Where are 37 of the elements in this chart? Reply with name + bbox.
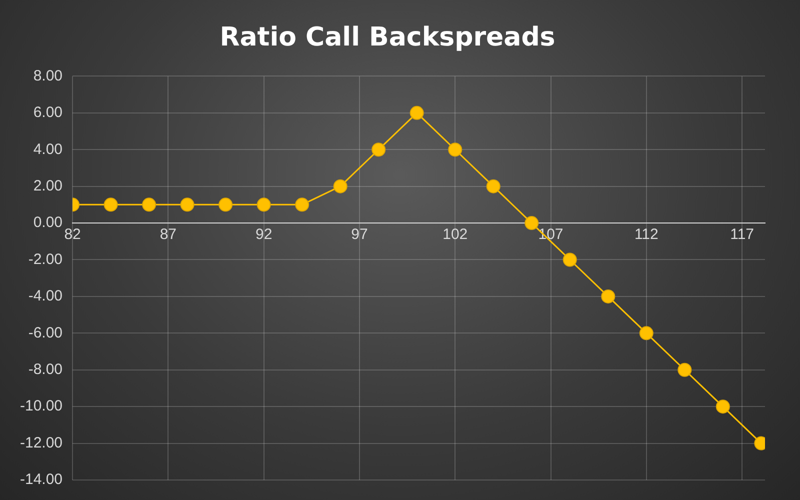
point [486,179,500,194]
point [562,252,577,267]
point [104,198,118,212]
point [256,198,271,212]
x-tick-label: 97 [351,226,368,244]
y-tick-label: -14.00 [20,471,63,488]
x-tick-label: 102 [442,226,468,244]
point [218,198,233,212]
point [716,400,730,414]
chart-title: Ratio Call Backspreads [220,22,556,52]
x-tick-label: 112 [634,226,658,244]
y-tick-label: -4.00 [28,288,63,305]
point [142,198,156,212]
point [524,216,539,230]
point [180,198,194,212]
x-tick-label: 92 [255,226,272,244]
x-tick-label: 82 [64,226,81,244]
y-tick-label: -2.00 [28,250,63,268]
point [601,289,616,304]
point [448,142,462,157]
x-tick-label: 87 [160,226,177,244]
point [333,179,348,194]
y-tick-label: -6.00 [28,324,63,342]
y-tick-label: -12.00 [20,434,63,452]
x-tick-label: 117 [730,226,754,244]
point [639,326,654,340]
y-tick-label: 6.00 [33,104,63,122]
y-tick-label: 8.00 [33,67,63,84]
y-tick-label: -10.00 [20,398,63,415]
point [678,362,692,377]
y-tick-label: -8.00 [28,361,63,378]
point [295,198,310,212]
point [410,106,424,120]
point [372,142,386,157]
y-tick-label: 4.00 [33,140,63,158]
y-tick-label: 2.00 [33,177,63,194]
y-tick-label: 0.00 [33,214,63,232]
